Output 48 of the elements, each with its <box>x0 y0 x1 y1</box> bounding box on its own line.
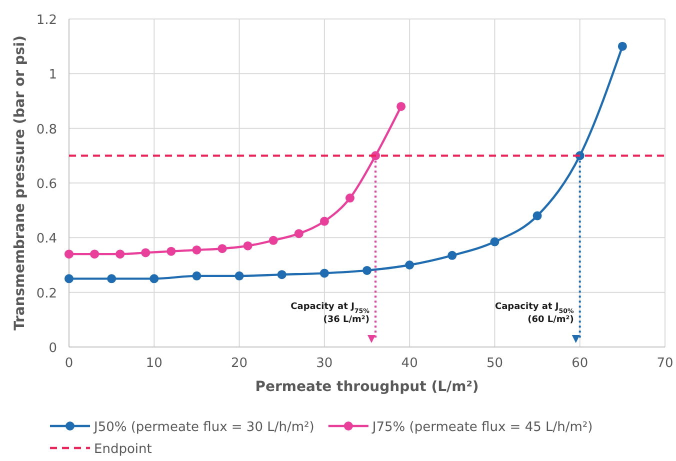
x-tick-label: 50 <box>486 356 503 371</box>
x-tick-label: 70 <box>656 356 674 371</box>
point <box>532 211 542 220</box>
point <box>396 102 406 111</box>
point <box>277 270 286 280</box>
point <box>405 260 414 270</box>
point <box>90 250 100 259</box>
point <box>345 194 354 203</box>
x-tick-label: 40 <box>401 356 418 371</box>
x-axis-title: Permeate throughput (L/m²) <box>255 379 479 395</box>
point <box>192 245 202 254</box>
x-tick-label: 60 <box>572 356 588 371</box>
point <box>218 244 227 254</box>
point <box>268 236 278 245</box>
ref-line-label: Capacity at J$_{50%}$ (60 L/m²) <box>495 302 575 325</box>
y-tick-label: 0.2 <box>36 286 57 302</box>
point <box>166 246 176 256</box>
x-tick-label: 20 <box>231 356 248 371</box>
y-axis-title: Transmembrane pressure (bar or psi) <box>12 36 28 330</box>
x-tick-label: 10 <box>146 356 162 371</box>
point <box>116 250 125 259</box>
y-tick-label: 0.6 <box>36 177 57 192</box>
y-tick-label: 1.2 <box>36 13 57 28</box>
point <box>64 274 74 284</box>
legend-label: Endpoint <box>94 442 152 457</box>
y-tick-label: 0.4 <box>36 232 57 247</box>
y-tick-label: 0 <box>48 341 57 356</box>
ref-line-label: Capacity at J$_{75%}$ (36 L/m²) <box>290 302 370 325</box>
point <box>320 216 329 226</box>
point <box>243 241 252 250</box>
point <box>490 237 500 246</box>
point <box>64 250 74 259</box>
point <box>192 271 202 280</box>
point <box>362 266 372 275</box>
legend-label: J75% (permeate flux = 45 L/h/m²) <box>371 420 593 435</box>
point <box>448 250 457 260</box>
y-tick-label: 0.8 <box>36 122 57 138</box>
y-tick-label: 1 <box>48 68 57 83</box>
point <box>234 271 244 280</box>
point <box>618 42 627 51</box>
point <box>107 274 116 284</box>
x-tick-label: 30 <box>316 356 333 371</box>
point <box>294 229 304 238</box>
legend-label: J50% (permeate flux = 30 L/h/m²) <box>93 420 314 435</box>
point <box>320 268 329 278</box>
x-tick-label: 0 <box>64 356 74 371</box>
point <box>150 274 159 284</box>
point <box>141 248 150 258</box>
